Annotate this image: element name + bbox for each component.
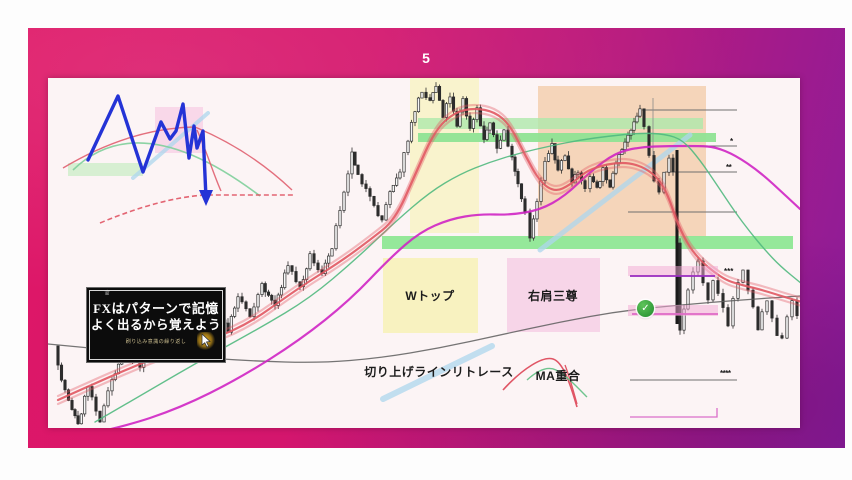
label-right-shoulder-sanzon: 右肩三尊 (527, 288, 578, 303)
chart-panel: *** * ** **** Wトップ 右肩三尊 切り上げラインリトレース MA重合 ♕ FXは… (48, 78, 800, 428)
slide-number: 5 (422, 50, 430, 66)
ma-overlap-red-arc (502, 357, 578, 408)
pink-level-band (628, 266, 718, 276)
level-label: ** (726, 163, 733, 172)
label-ma-overlap: MA重合 (536, 368, 581, 383)
trendline-mid (537, 132, 693, 253)
trendline-label (380, 343, 495, 402)
ma-fast (56, 111, 800, 406)
check-badge: ✓ (637, 300, 654, 317)
slide-background: 5 *** * ** **** Wトップ 右肩三尊 切り上げラインリトレース MA重合 ♕ F… (28, 28, 845, 448)
band-schematic-green (68, 163, 143, 176)
ma-long (110, 144, 800, 428)
ma-mid (94, 132, 800, 423)
ma-fast (56, 103, 800, 398)
level-label: *** (724, 267, 734, 276)
ma-overlap-red-arc2 (564, 364, 578, 405)
schematic-arrow-head (199, 190, 213, 206)
check-icon: ✓ (641, 303, 650, 314)
level-label: * (730, 137, 734, 146)
label-w-top: Wトップ (405, 288, 455, 303)
band-green-a (418, 118, 703, 129)
callout-small-text: 刷り込み意識の繰り返し (125, 340, 187, 345)
callout-title-line1: FXはパターンで記憶 (93, 301, 219, 316)
measure-bracket (630, 408, 718, 418)
zone-sanzon-label-box (507, 258, 600, 332)
pink-level-band (628, 305, 718, 316)
schematic-red-dashed (99, 194, 295, 224)
callout-box: ♕ FXはパターンで記憶 よく出るから覚えよう 刷り込み意識の繰り返し (86, 287, 226, 363)
band-green-c (382, 236, 793, 249)
level-label: **** (720, 369, 732, 378)
mouse-cursor-icon (197, 332, 215, 350)
ma-overlap-green-arc (526, 367, 588, 398)
zone-peach-head (538, 86, 706, 237)
band-green-b (418, 133, 716, 142)
schematic-blue-zigzag (86, 94, 208, 200)
label-kiriage-line-retrace: 切り上げラインリトレース (364, 364, 513, 379)
callout-title-line2: よく出るから覚えよう (90, 318, 221, 332)
zone-wtop-label-box (383, 258, 478, 333)
ma-fast (56, 107, 800, 402)
crown-icon: ♕ (104, 289, 111, 297)
